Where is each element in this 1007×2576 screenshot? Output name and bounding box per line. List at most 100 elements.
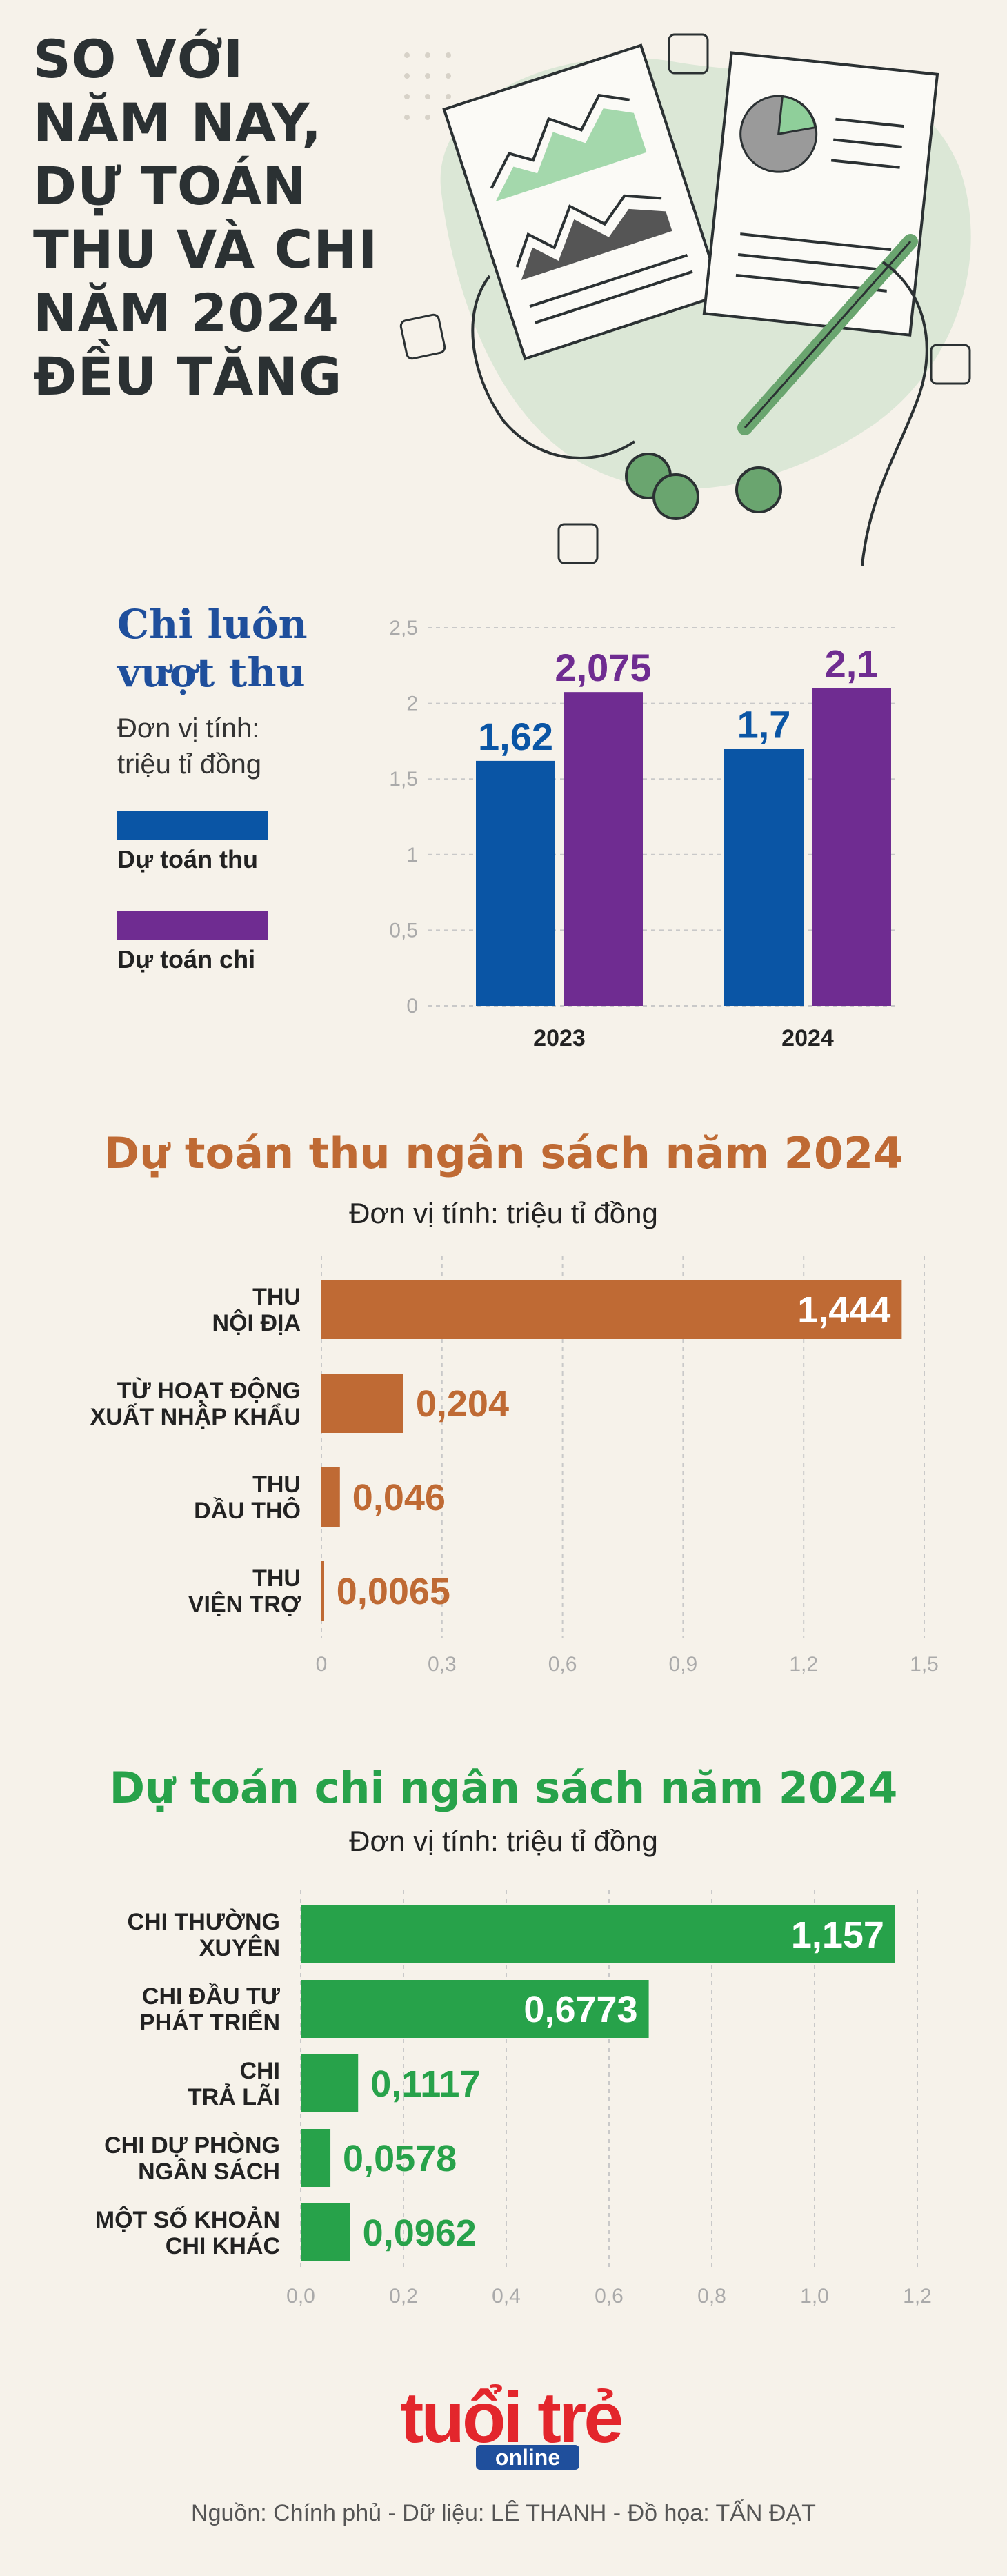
title-line: SO VỚI — [33, 28, 244, 90]
compare-heading-line: Chi luôn — [117, 601, 308, 648]
data-label: 2,075 — [555, 646, 651, 689]
category-label: NỘI ĐỊA — [212, 1309, 301, 1336]
x-tick-label: 1,5 — [910, 1653, 939, 1676]
category-label: TRẢ LÃI — [188, 2084, 280, 2110]
data-label: 0,1117 — [370, 2063, 480, 2105]
bar-chi-2024 — [812, 688, 891, 1006]
bar — [301, 2203, 350, 2261]
compare-bar-chart: 0 0,5 1 1,5 2 2,5 1,622,075 2023 1,7 2,1 2024 — [389, 617, 897, 1051]
legend-swatch-chi — [117, 911, 268, 940]
revenue-section-title: Dự toán thu ngân sách năm 2024 — [103, 1128, 904, 1178]
x-tick-label: 0,6 — [548, 1653, 577, 1676]
x-tick-label: 0,3 — [428, 1653, 457, 1676]
category-label: MỘT SỐ KHOẢN — [95, 2206, 280, 2233]
category-label: PHÁT TRIỂN — [139, 2010, 280, 2036]
bar — [321, 1467, 340, 1527]
data-label: 0,046 — [352, 1477, 446, 1518]
category-label: XUẤT NHẬP KHẨU — [90, 1404, 301, 1430]
y-tick-label: 0 — [406, 995, 418, 1018]
category-label: THU — [252, 1284, 301, 1310]
data-label: 0,204 — [416, 1383, 509, 1425]
data-label: 0,6773 — [524, 1989, 637, 2030]
report-paper-icon — [442, 43, 724, 361]
data-label: 0,0962 — [363, 2212, 477, 2254]
bar — [301, 2129, 331, 2187]
category-label: NGÂN SÁCH — [138, 2159, 280, 2185]
x-tick-label: 0 — [316, 1653, 328, 1676]
compare-unit-line: triệu tỉ đồng — [117, 749, 262, 780]
category-label: CHI ĐẦU TƯ — [142, 1983, 281, 2010]
x-tick-label: 0,6 — [595, 2285, 624, 2308]
bar — [301, 2054, 359, 2112]
category-label: CHI KHÁC — [166, 2233, 280, 2259]
expense-section-unit: Đơn vị tính: triệu tỉ đồng — [349, 1825, 658, 1857]
x-tick-label: 0,2 — [389, 2285, 418, 2308]
x-tick-label: 0,0 — [286, 2285, 315, 2308]
y-tick-label: 0,5 — [389, 919, 418, 942]
legend-swatch-thu — [117, 811, 268, 840]
category-label: DẦU THÔ — [194, 1497, 301, 1524]
title-line: NĂM 2024 — [33, 282, 340, 344]
title-line: NĂM NAY, — [33, 92, 322, 153]
x-tick-label: 0,9 — [669, 1653, 698, 1676]
x-tick-label: 1,0 — [800, 2285, 829, 2308]
bar-thu-2024 — [724, 749, 804, 1006]
title-line: THU VÀ CHI — [33, 219, 379, 280]
bar-thu-2023 — [476, 760, 555, 1006]
data-label: 0,0065 — [337, 1571, 450, 1612]
data-label: 1,157 — [791, 1914, 884, 1956]
x-tick-label: 1,2 — [903, 2285, 932, 2308]
x-tick-label: 2024 — [781, 1025, 834, 1051]
x-tick-label: 1,2 — [789, 1653, 818, 1676]
category-label: THU — [252, 1472, 301, 1498]
category-label: TỪ HOẠT ĐỘNG — [117, 1377, 301, 1404]
title-line: ĐỀU TĂNG — [33, 346, 343, 407]
y-tick-label: 1 — [406, 844, 418, 866]
coin-icon — [625, 453, 782, 520]
data-label: 0,0578 — [343, 2138, 457, 2179]
pie-report-paper-icon — [702, 51, 939, 337]
category-label: CHI — [239, 2058, 280, 2084]
logo-sub-text: online — [495, 2445, 560, 2470]
data-label: 1,7 — [737, 702, 791, 746]
bar — [301, 1980, 649, 2038]
expense-section-title: Dự toán chi ngân sách năm 2024 — [109, 1763, 898, 1813]
hands-outline — [471, 261, 928, 566]
y-tick-label: 1,5 — [389, 768, 418, 791]
compare-heading-line: vượt thu — [117, 649, 306, 696]
main-title: SO VỚI NĂM NAY, DỰ TOÁN THU VÀ CHI NĂM 2… — [33, 28, 419, 408]
data-label: 1,62 — [478, 715, 553, 758]
category-label: VIỆN TRỢ — [188, 1592, 301, 1618]
x-tick-label: 2023 — [533, 1025, 586, 1051]
x-tick-label: 0,4 — [492, 2285, 521, 2308]
math-symbol-icon — [399, 33, 971, 564]
category-label: XUYÊN — [199, 1935, 280, 1961]
logo-main-text: tuổi trẻ — [400, 2378, 622, 2458]
pen-icon — [737, 234, 918, 435]
tuoi-tre-logo: tuổi trẻ online — [400, 2378, 624, 2470]
y-tick-label: 2 — [406, 693, 418, 715]
source-credit: Nguồn: Chính phủ - Dữ liệu: LÊ THANH - Đ… — [191, 2500, 816, 2526]
bar — [321, 1280, 902, 1339]
bar — [321, 1374, 403, 1433]
category-label: CHI THƯỜNG — [127, 1909, 280, 1935]
data-label: 2,1 — [825, 642, 879, 686]
category-label: CHI DỰ PHÒNG — [104, 2132, 280, 2159]
data-label: 1,444 — [797, 1289, 890, 1331]
bar — [301, 1905, 895, 1963]
compare-unit-line: Đơn vị tính: — [117, 713, 260, 744]
category-label: THU — [252, 1565, 301, 1592]
bar-chi-2023 — [564, 692, 643, 1006]
revenue-section-unit: Đơn vị tính: triệu tỉ đồng — [349, 1197, 658, 1229]
bar — [321, 1561, 324, 1621]
x-tick-label: 0,8 — [697, 2285, 726, 2308]
compare-unit: Đơn vị tính: triệu tỉ đồng — [117, 711, 261, 782]
title-line: DỰ TOÁN — [33, 155, 307, 217]
dot-pattern — [404, 52, 451, 120]
compare-heading: Chi luôn vượt thu — [117, 600, 308, 697]
hero-illustration — [399, 33, 971, 566]
legend-label-thu: Dự toán thu — [117, 845, 259, 873]
y-tick-label: 2,5 — [389, 617, 418, 640]
